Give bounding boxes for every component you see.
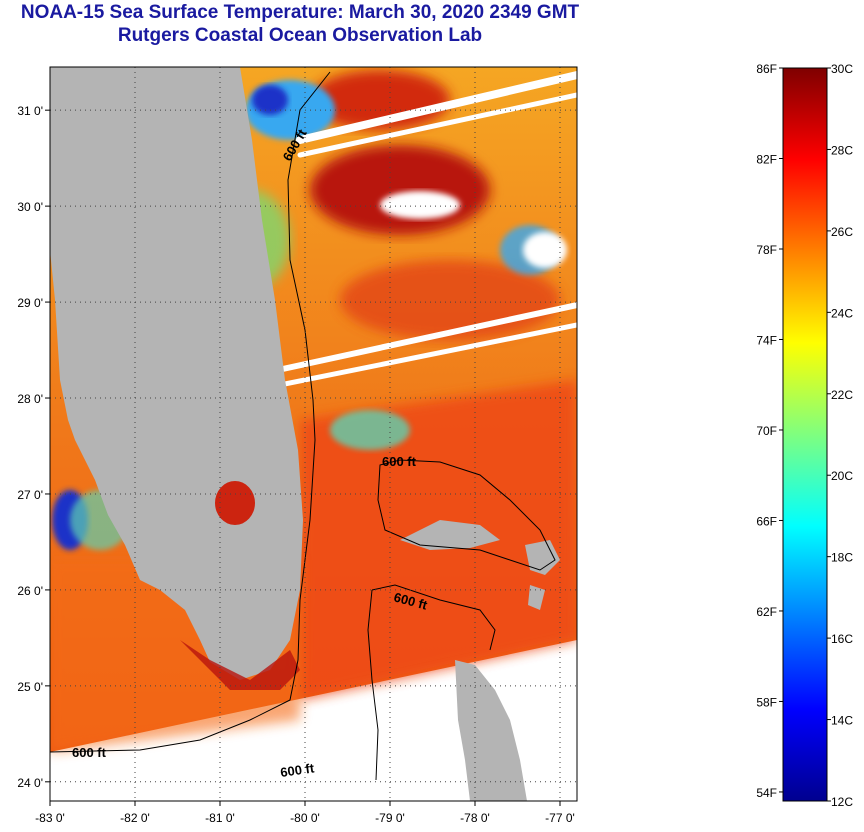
colorbar-fahrenheit-labels: 86F 82F 78F 74F 70F 66F 62F 58F 54F [756, 62, 783, 800]
contour-600ft-tongue [371, 584, 496, 651]
colorbar-c-label: 12C [831, 795, 853, 809]
lat-tick-label: 24 0' [17, 776, 43, 790]
lat-tick-label: 31 0' [17, 104, 43, 118]
lon-axis: -83 0' -82 0' -81 0' -80 0' -79 0' -78 0' -77 … [35, 801, 575, 825]
cloud-gap-2 [523, 232, 567, 268]
cuba [455, 660, 527, 801]
lon-tick-label: -80 0' [290, 811, 320, 825]
colorbar [782, 67, 828, 802]
lon-tick-label: -83 0' [35, 811, 65, 825]
colorbar-celsius-labels: 30C 28C 26C 24C 22C 20C 18C 16C 14C 12C [827, 62, 853, 809]
great-abaco [525, 540, 560, 575]
lat-tick-label: 28 0' [17, 392, 43, 406]
contour-600ft-bahamas-south [367, 589, 379, 781]
colorbar-f-label: 78F [756, 243, 777, 257]
lat-tick-label: 25 0' [17, 680, 43, 694]
colorbar-c-label: 26C [831, 225, 853, 239]
eleuthera [528, 585, 545, 610]
land [50, 67, 560, 801]
lon-tick-label: -78 0' [460, 811, 490, 825]
lon-tick-label: -77 0' [545, 811, 575, 825]
contour-label-south: 600 ft [279, 760, 315, 780]
lon-tick-label: -79 0' [375, 811, 405, 825]
lake-okeechobee [215, 481, 255, 525]
bathymetry-contours [50, 71, 556, 781]
contour-label-bahamas: 600 ft [382, 454, 417, 469]
colorbar-c-label: 20C [831, 469, 853, 483]
contour-label-gulf: 600 ft [72, 745, 107, 760]
colorbar-f-label: 86F [756, 62, 777, 76]
colorbar-f-label: 58F [756, 695, 777, 709]
lat-tick-label: 26 0' [17, 584, 43, 598]
colorbar-c-label: 22C [831, 388, 853, 402]
florida-bay [180, 640, 300, 690]
colorbar-c-label: 14C [831, 714, 853, 728]
colorbar-c-label: 30C [831, 62, 853, 76]
colorbar-c-label: 24C [831, 306, 853, 320]
colorbar-f-label: 82F [756, 152, 777, 166]
colorbar-f-label: 74F [756, 333, 777, 347]
lat-tick-label: 27 0' [17, 488, 43, 502]
cold-patch-nw [252, 85, 288, 115]
lat-tick-label: 29 0' [17, 296, 43, 310]
map-panel [50, 67, 577, 801]
lon-tick-label: -82 0' [120, 811, 150, 825]
colorbar-f-label: 62F [756, 605, 777, 619]
contour-600ft-bahamas-north [377, 459, 556, 571]
colorbar-c-label: 28C [831, 143, 853, 157]
colorbar-c-label: 18C [831, 551, 853, 565]
colorbar-f-label: 70F [756, 424, 777, 438]
cool-patch-coast [330, 410, 410, 450]
colorbar-f-label: 54F [756, 786, 777, 800]
map-title: NOAA-15 Sea Surface Temperature: March 3… [20, 2, 580, 23]
lat-axis: 31 0' 30 0' 29 0' 28 0' 27 0' 26 0' 25 0' 24 0' [17, 104, 50, 790]
map-subtitle: Rutgers Coastal Ocean Observation Lab [117, 25, 483, 46]
cloud-gap-1 [380, 191, 460, 219]
colorbar-c-label: 16C [831, 632, 853, 646]
lat-tick-label: 30 0' [17, 200, 43, 214]
map-frame [49, 66, 578, 802]
hot-patch-north [310, 145, 490, 235]
colorbar-f-label: 66F [756, 514, 777, 528]
contour-600ft-east-coast [50, 71, 331, 753]
florida-peninsula [50, 67, 303, 680]
lon-tick-label: -81 0' [205, 811, 235, 825]
